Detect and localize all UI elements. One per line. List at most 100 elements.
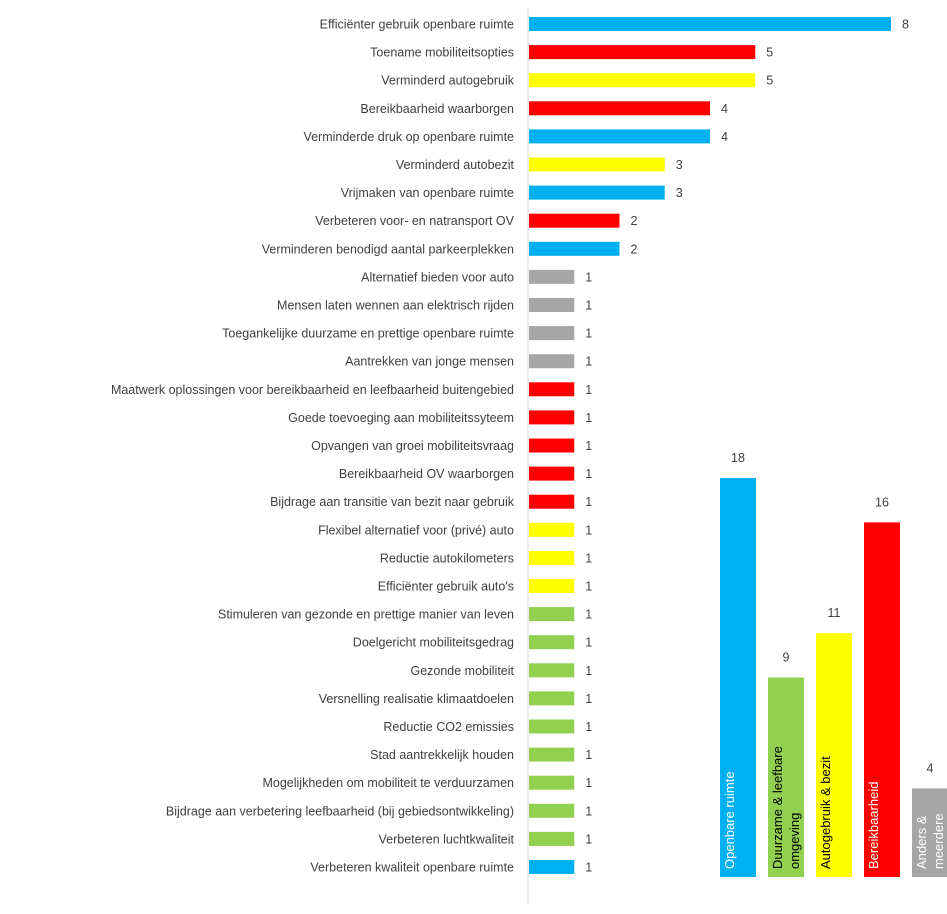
category-label: Doelgericht mobiliteitsgedrag	[353, 636, 514, 650]
value-label: 4	[721, 102, 728, 116]
value-label: 1	[585, 523, 592, 537]
category-label: Maatwerk oplossingen voor bereikbaarheid…	[111, 383, 514, 397]
category-label: Verminderde druk op openbare ruimte	[303, 130, 514, 144]
value-label: 3	[676, 158, 683, 172]
value-label: 1	[585, 439, 592, 453]
bar	[529, 607, 575, 622]
category-label: Verminderd autobezit	[396, 158, 515, 172]
bar	[529, 719, 575, 734]
bar	[529, 17, 891, 31]
bar	[529, 831, 575, 846]
summary-category-label: omgeving	[787, 813, 802, 869]
bar	[529, 73, 756, 88]
value-label: 1	[585, 608, 592, 622]
category-label: Mogelijkheden om mobiliteit te verduurza…	[262, 776, 514, 790]
bar	[529, 185, 665, 200]
value-label: 1	[585, 327, 592, 341]
category-label: Reductie CO2 emissies	[383, 720, 514, 734]
bar	[529, 550, 575, 565]
summary-bar	[864, 522, 900, 877]
value-label: 1	[585, 692, 592, 706]
value-label: 3	[676, 186, 683, 200]
value-label: 1	[585, 411, 592, 425]
category-label: Efficiënter gebruik auto's	[378, 580, 514, 594]
category-label: Toename mobiliteitsopties	[370, 46, 514, 60]
summary-value-label: 11	[828, 606, 841, 620]
bar	[529, 382, 575, 397]
summary-category-label: Bereikbaarheid	[866, 782, 881, 869]
value-label: 1	[585, 776, 592, 790]
value-label: 1	[585, 270, 592, 284]
value-label: 5	[766, 46, 773, 60]
bar	[529, 129, 710, 144]
value-label: 1	[585, 748, 592, 762]
value-label: 1	[585, 299, 592, 313]
bar	[529, 522, 575, 537]
value-label: 5	[766, 74, 773, 88]
bar	[529, 494, 575, 509]
category-label: Verbeteren voor- en natransport OV	[315, 214, 514, 228]
vertical-bar-chart: 18 Openbare ruimte 9 Duurzame & leefbare omg…	[720, 451, 947, 877]
bar	[529, 269, 575, 284]
category-label: Verminderd autogebruik	[381, 74, 514, 88]
value-label: 1	[585, 636, 592, 650]
category-label: Verbeteren luchtkwaliteit	[379, 832, 515, 846]
category-label: Aantrekken van jonge mensen	[345, 355, 514, 369]
bar	[529, 860, 575, 874]
bar	[529, 45, 756, 60]
value-label: 4	[721, 130, 728, 144]
bar	[529, 663, 575, 678]
value-label: 8	[902, 18, 909, 32]
category-label: Efficiënter gebruik openbare ruimte	[320, 18, 514, 32]
bar	[529, 101, 710, 116]
value-label: 1	[585, 551, 592, 565]
summary-category-label: meerdere	[931, 813, 946, 869]
category-label: Flexibel alternatief voor (privé) auto	[318, 523, 514, 537]
category-label: Bereikbaarheid waarborgen	[360, 102, 514, 116]
category-label: Stad aantrekkelijk houden	[370, 748, 514, 762]
category-label: Alternatief bieden voor auto	[361, 270, 514, 284]
value-label: 1	[585, 495, 592, 509]
value-label: 1	[585, 804, 592, 818]
summary-bar	[816, 633, 852, 877]
summary-bar	[768, 677, 804, 877]
bar	[529, 410, 575, 425]
bar	[529, 579, 575, 593]
category-label: Verminderen benodigd aantal parkeerplekk…	[262, 242, 514, 256]
category-label: Opvangen van groei mobiliteitsvraag	[311, 439, 514, 453]
category-label: Stimuleren van gezonde en prettige manie…	[218, 608, 514, 622]
summary-bar	[720, 478, 756, 877]
value-label: 1	[585, 720, 592, 734]
category-label: Mensen laten wennen aan elektrisch rijde…	[277, 299, 514, 313]
value-label: 1	[585, 861, 592, 875]
summary-category-label: Openbare ruimte	[722, 771, 737, 869]
summary-category-label: Autogebruik & bezit	[818, 756, 833, 869]
bar	[529, 298, 575, 312]
category-label: Bereikbaarheid OV waarborgen	[339, 467, 514, 481]
summary-value-label: 16	[875, 495, 889, 509]
category-label: Vrijmaken van openbare ruimte	[341, 186, 514, 200]
category-label: Bijdrage aan verbetering leefbaarheid (b…	[166, 804, 514, 818]
bar	[529, 466, 575, 481]
value-label: 2	[631, 242, 638, 256]
bar	[529, 326, 575, 341]
summary-bar	[912, 788, 947, 877]
summary-value-label: 4	[927, 761, 934, 775]
value-label: 1	[585, 580, 592, 594]
value-label: 1	[585, 832, 592, 846]
bar	[529, 354, 575, 369]
category-label: Reductie autokilometers	[380, 551, 514, 565]
bar	[529, 803, 575, 818]
summary-value-label: 9	[783, 651, 790, 665]
value-label: 1	[585, 664, 592, 678]
summary-category-label: Duurzame & leefbare	[770, 746, 785, 869]
value-label: 1	[585, 467, 592, 481]
category-label: Gezonde mobiliteit	[410, 664, 514, 678]
category-label: Toegankelijke duurzame en prettige openb…	[222, 327, 514, 341]
value-label: 1	[585, 355, 592, 369]
bar	[529, 438, 575, 453]
bar	[529, 691, 575, 706]
category-label: Bijdrage aan transitie van bezit naar ge…	[270, 495, 515, 509]
